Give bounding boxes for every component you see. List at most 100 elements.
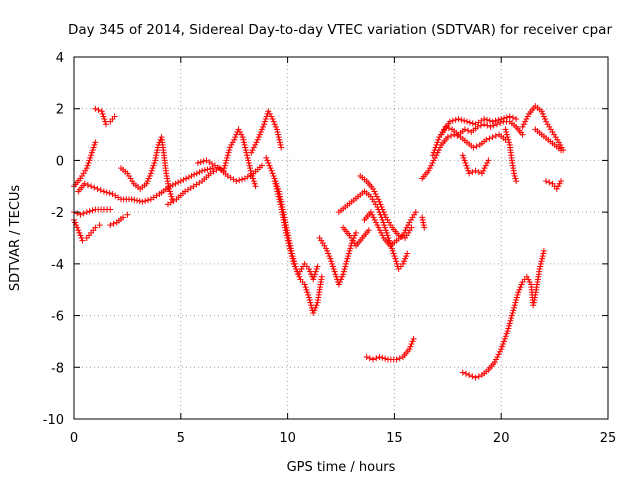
y-tick-label: 2 <box>56 103 64 118</box>
data-point <box>446 118 453 125</box>
data-point <box>351 232 358 239</box>
data-point <box>465 127 472 134</box>
data-point <box>518 281 525 288</box>
data-point <box>94 185 101 192</box>
data-point <box>235 126 242 133</box>
data-point <box>257 128 264 135</box>
data-point <box>267 165 274 172</box>
data-point <box>404 250 411 257</box>
series-arc-y <box>519 103 567 154</box>
data-point <box>409 338 416 345</box>
data-point <box>84 181 91 188</box>
data-point <box>276 198 283 205</box>
series-arc-p <box>361 209 419 249</box>
data-point <box>83 165 90 172</box>
data-point <box>307 268 314 275</box>
series-arc-h <box>164 162 265 208</box>
data-point <box>373 219 380 226</box>
data-point <box>301 281 308 288</box>
data-point <box>95 107 102 114</box>
series-arc-q <box>340 224 372 249</box>
data-point <box>253 139 260 146</box>
data-point <box>493 356 500 363</box>
data-point <box>530 299 537 306</box>
data-point <box>465 167 472 174</box>
data-point <box>472 167 479 174</box>
data-point <box>420 219 427 226</box>
data-point <box>406 346 413 353</box>
data-point <box>464 118 471 125</box>
data-point <box>493 121 500 128</box>
data-point <box>501 335 508 342</box>
data-point <box>425 167 432 174</box>
data-point <box>153 152 160 159</box>
data-point <box>553 185 560 192</box>
data-point <box>78 235 85 241</box>
data-point <box>352 229 359 236</box>
data-point <box>75 227 82 234</box>
data-point <box>556 180 563 187</box>
data-point <box>466 170 473 177</box>
data-point <box>291 260 298 267</box>
data-point <box>249 172 256 179</box>
data-point <box>306 297 313 304</box>
data-point <box>255 134 262 141</box>
data-point <box>271 121 278 128</box>
data-point <box>339 273 346 280</box>
data-point <box>505 136 512 143</box>
data-point <box>516 286 523 293</box>
data-point <box>231 136 238 143</box>
data-point <box>399 232 406 239</box>
data-point <box>503 114 510 121</box>
data-point <box>537 260 544 267</box>
data-point <box>344 255 351 262</box>
data-point <box>506 322 513 329</box>
data-point <box>369 211 376 218</box>
data-point <box>514 291 521 298</box>
data-point <box>421 224 428 231</box>
grid-lines <box>74 57 608 419</box>
data-point <box>431 147 438 154</box>
data-point <box>540 247 547 254</box>
data-point <box>250 178 257 185</box>
data-point <box>72 219 79 226</box>
data-point <box>266 162 273 169</box>
data-point <box>199 167 206 174</box>
data-point <box>523 273 530 280</box>
data-point <box>402 227 409 234</box>
data-point <box>393 356 400 363</box>
data-point <box>381 222 388 229</box>
data-point <box>539 110 546 117</box>
data-point <box>100 188 107 195</box>
data-point <box>269 170 276 177</box>
data-point <box>429 152 436 159</box>
data-point <box>194 160 201 167</box>
data-point <box>154 144 161 151</box>
data-point <box>335 281 342 288</box>
data-point <box>128 196 135 203</box>
data-point <box>91 184 98 191</box>
data-point <box>531 294 538 301</box>
data-point <box>511 304 518 311</box>
data-point <box>150 162 157 169</box>
data-point <box>510 307 517 314</box>
data-point <box>220 167 227 174</box>
data-point <box>475 373 482 380</box>
data-point <box>380 219 387 226</box>
data-point <box>328 258 335 265</box>
data-point <box>148 167 155 174</box>
data-point <box>478 170 485 177</box>
data-point <box>288 253 295 260</box>
data-point <box>513 297 520 304</box>
data-point <box>530 302 537 309</box>
data-point <box>268 113 275 120</box>
data-point <box>224 154 231 161</box>
data-point <box>258 126 265 133</box>
data-point <box>92 105 99 112</box>
data-point <box>484 122 491 129</box>
data-point <box>519 123 526 130</box>
data-point <box>383 229 390 236</box>
data-point <box>382 227 389 234</box>
data-point <box>502 126 509 133</box>
data-point <box>393 260 400 267</box>
